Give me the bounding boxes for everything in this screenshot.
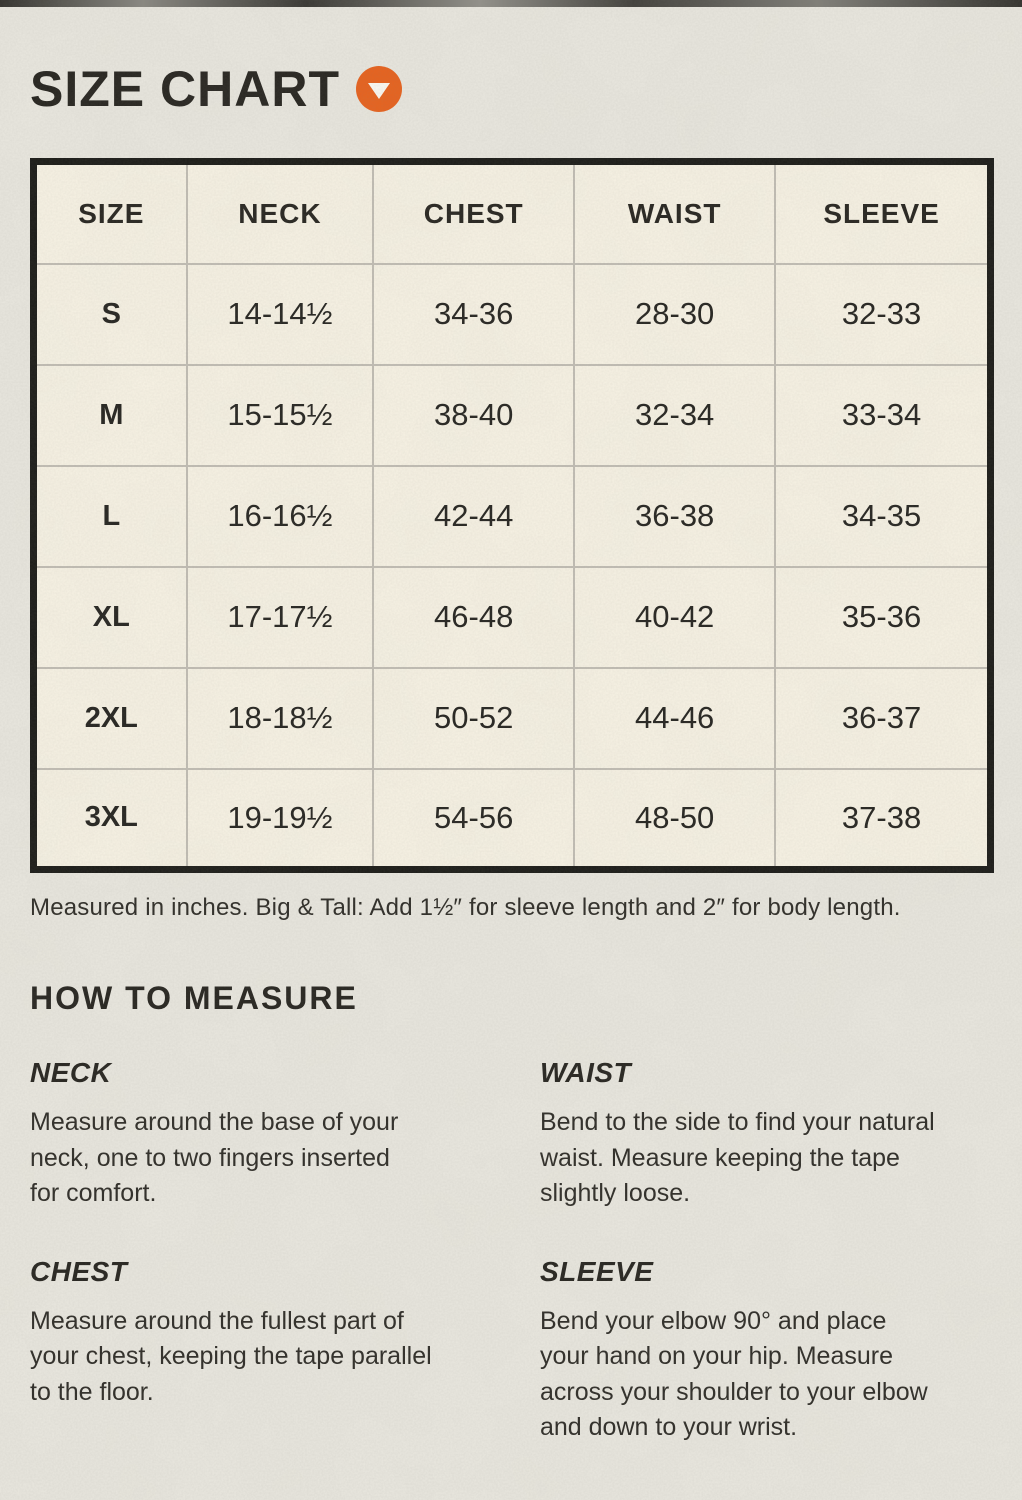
how-to-measure-grid: NECK Measure around the base of your nec… [30, 1057, 994, 1446]
chevron-down-icon [356, 66, 402, 112]
chest-cell: 34-36 [372, 262, 576, 366]
col-header-waist: WAIST [573, 160, 777, 265]
measure-section-text: Bend to the side to find your natural wa… [540, 1108, 935, 1207]
size-cell: L [32, 464, 188, 568]
size-table: SIZE NECK CHEST WAIST SLEEVE S 14-14½ 34… [30, 158, 994, 873]
measure-section-neck: NECK Measure around the base of your nec… [30, 1057, 512, 1212]
col-header-size: SIZE [32, 160, 188, 265]
table-row-xl: XL 17-17½ 46-48 40-42 35-36 [32, 565, 992, 669]
waist-cell: 44-46 [573, 666, 777, 770]
table-row-l: L 16-16½ 42-44 36-38 34-35 [32, 464, 992, 568]
size-cell: XL [32, 565, 188, 669]
waist-cell: 32-34 [573, 363, 777, 467]
size-cell: 2XL [32, 666, 188, 770]
chest-cell: 42-44 [372, 464, 576, 568]
page-title: SIZE CHART [30, 61, 340, 117]
how-to-measure-heading: HOW TO MEASURE [30, 980, 358, 1016]
waist-cell: 48-50 [573, 767, 777, 871]
neck-cell: 16-16½ [185, 464, 375, 568]
col-header-sleeve: SLEEVE [774, 160, 992, 265]
neck-cell: 17-17½ [185, 565, 375, 669]
sleeve-cell: 37-38 [774, 767, 992, 871]
measure-section-waist: WAIST Bend to the side to find your natu… [540, 1057, 994, 1212]
neck-cell: 14-14½ [185, 262, 375, 366]
measure-section-label: CHEST [30, 1255, 128, 1287]
neck-cell: 19-19½ [185, 767, 375, 871]
col-header-neck: NECK [185, 160, 375, 265]
table-header-row: SIZE NECK CHEST WAIST SLEEVE [32, 160, 992, 265]
down-triangle-glyph [368, 82, 390, 99]
measure-section-text: Measure around the base of your neck, on… [30, 1108, 399, 1207]
table-row-3xl: 3XL 19-19½ 54-56 48-50 37-38 [32, 767, 992, 871]
measure-section-label: WAIST [540, 1057, 632, 1088]
waist-cell: 28-30 [573, 262, 777, 366]
chest-cell: 38-40 [372, 363, 576, 467]
measure-section-chest: CHEST Measure around the fullest part of… [30, 1256, 512, 1446]
table-row-s: S 14-14½ 34-36 28-30 32-33 [32, 262, 992, 366]
measure-section-sleeve: SLEEVE Bend your elbow 90° and place you… [540, 1256, 994, 1446]
size-cell: S [32, 262, 188, 366]
sleeve-cell: 34-35 [774, 464, 992, 568]
measure-section-label: NECK [30, 1057, 112, 1088]
table-row-2xl: 2XL 18-18½ 50-52 44-46 36-37 [32, 666, 992, 770]
neck-cell: 18-18½ [185, 666, 375, 770]
size-cell: 3XL [32, 767, 188, 871]
sleeve-cell: 32-33 [774, 262, 992, 366]
measure-section-label: SLEEVE [540, 1255, 654, 1287]
chest-cell: 54-56 [372, 767, 576, 871]
sleeve-cell: 35-36 [774, 565, 992, 669]
waist-cell: 36-38 [573, 464, 777, 568]
waist-cell: 40-42 [573, 565, 777, 669]
chest-cell: 46-48 [372, 565, 576, 669]
measurement-note: Measured in inches. Big & Tall: Add 1½″ … [30, 894, 901, 921]
neck-cell: 15-15½ [185, 363, 375, 467]
chest-cell: 50-52 [372, 666, 576, 770]
size-cell: M [32, 363, 188, 467]
measure-section-text: Measure around the fullest part of your … [30, 1306, 432, 1406]
sleeve-cell: 36-37 [774, 666, 992, 770]
size-chart-header: SIZE CHART [30, 64, 994, 114]
col-header-chest: CHEST [372, 160, 576, 265]
measure-section-text: Bend your elbow 90° and place your hand … [540, 1306, 928, 1442]
table-row-m: M 15-15½ 38-40 32-34 33-34 [32, 363, 992, 467]
sleeve-cell: 33-34 [774, 363, 992, 467]
